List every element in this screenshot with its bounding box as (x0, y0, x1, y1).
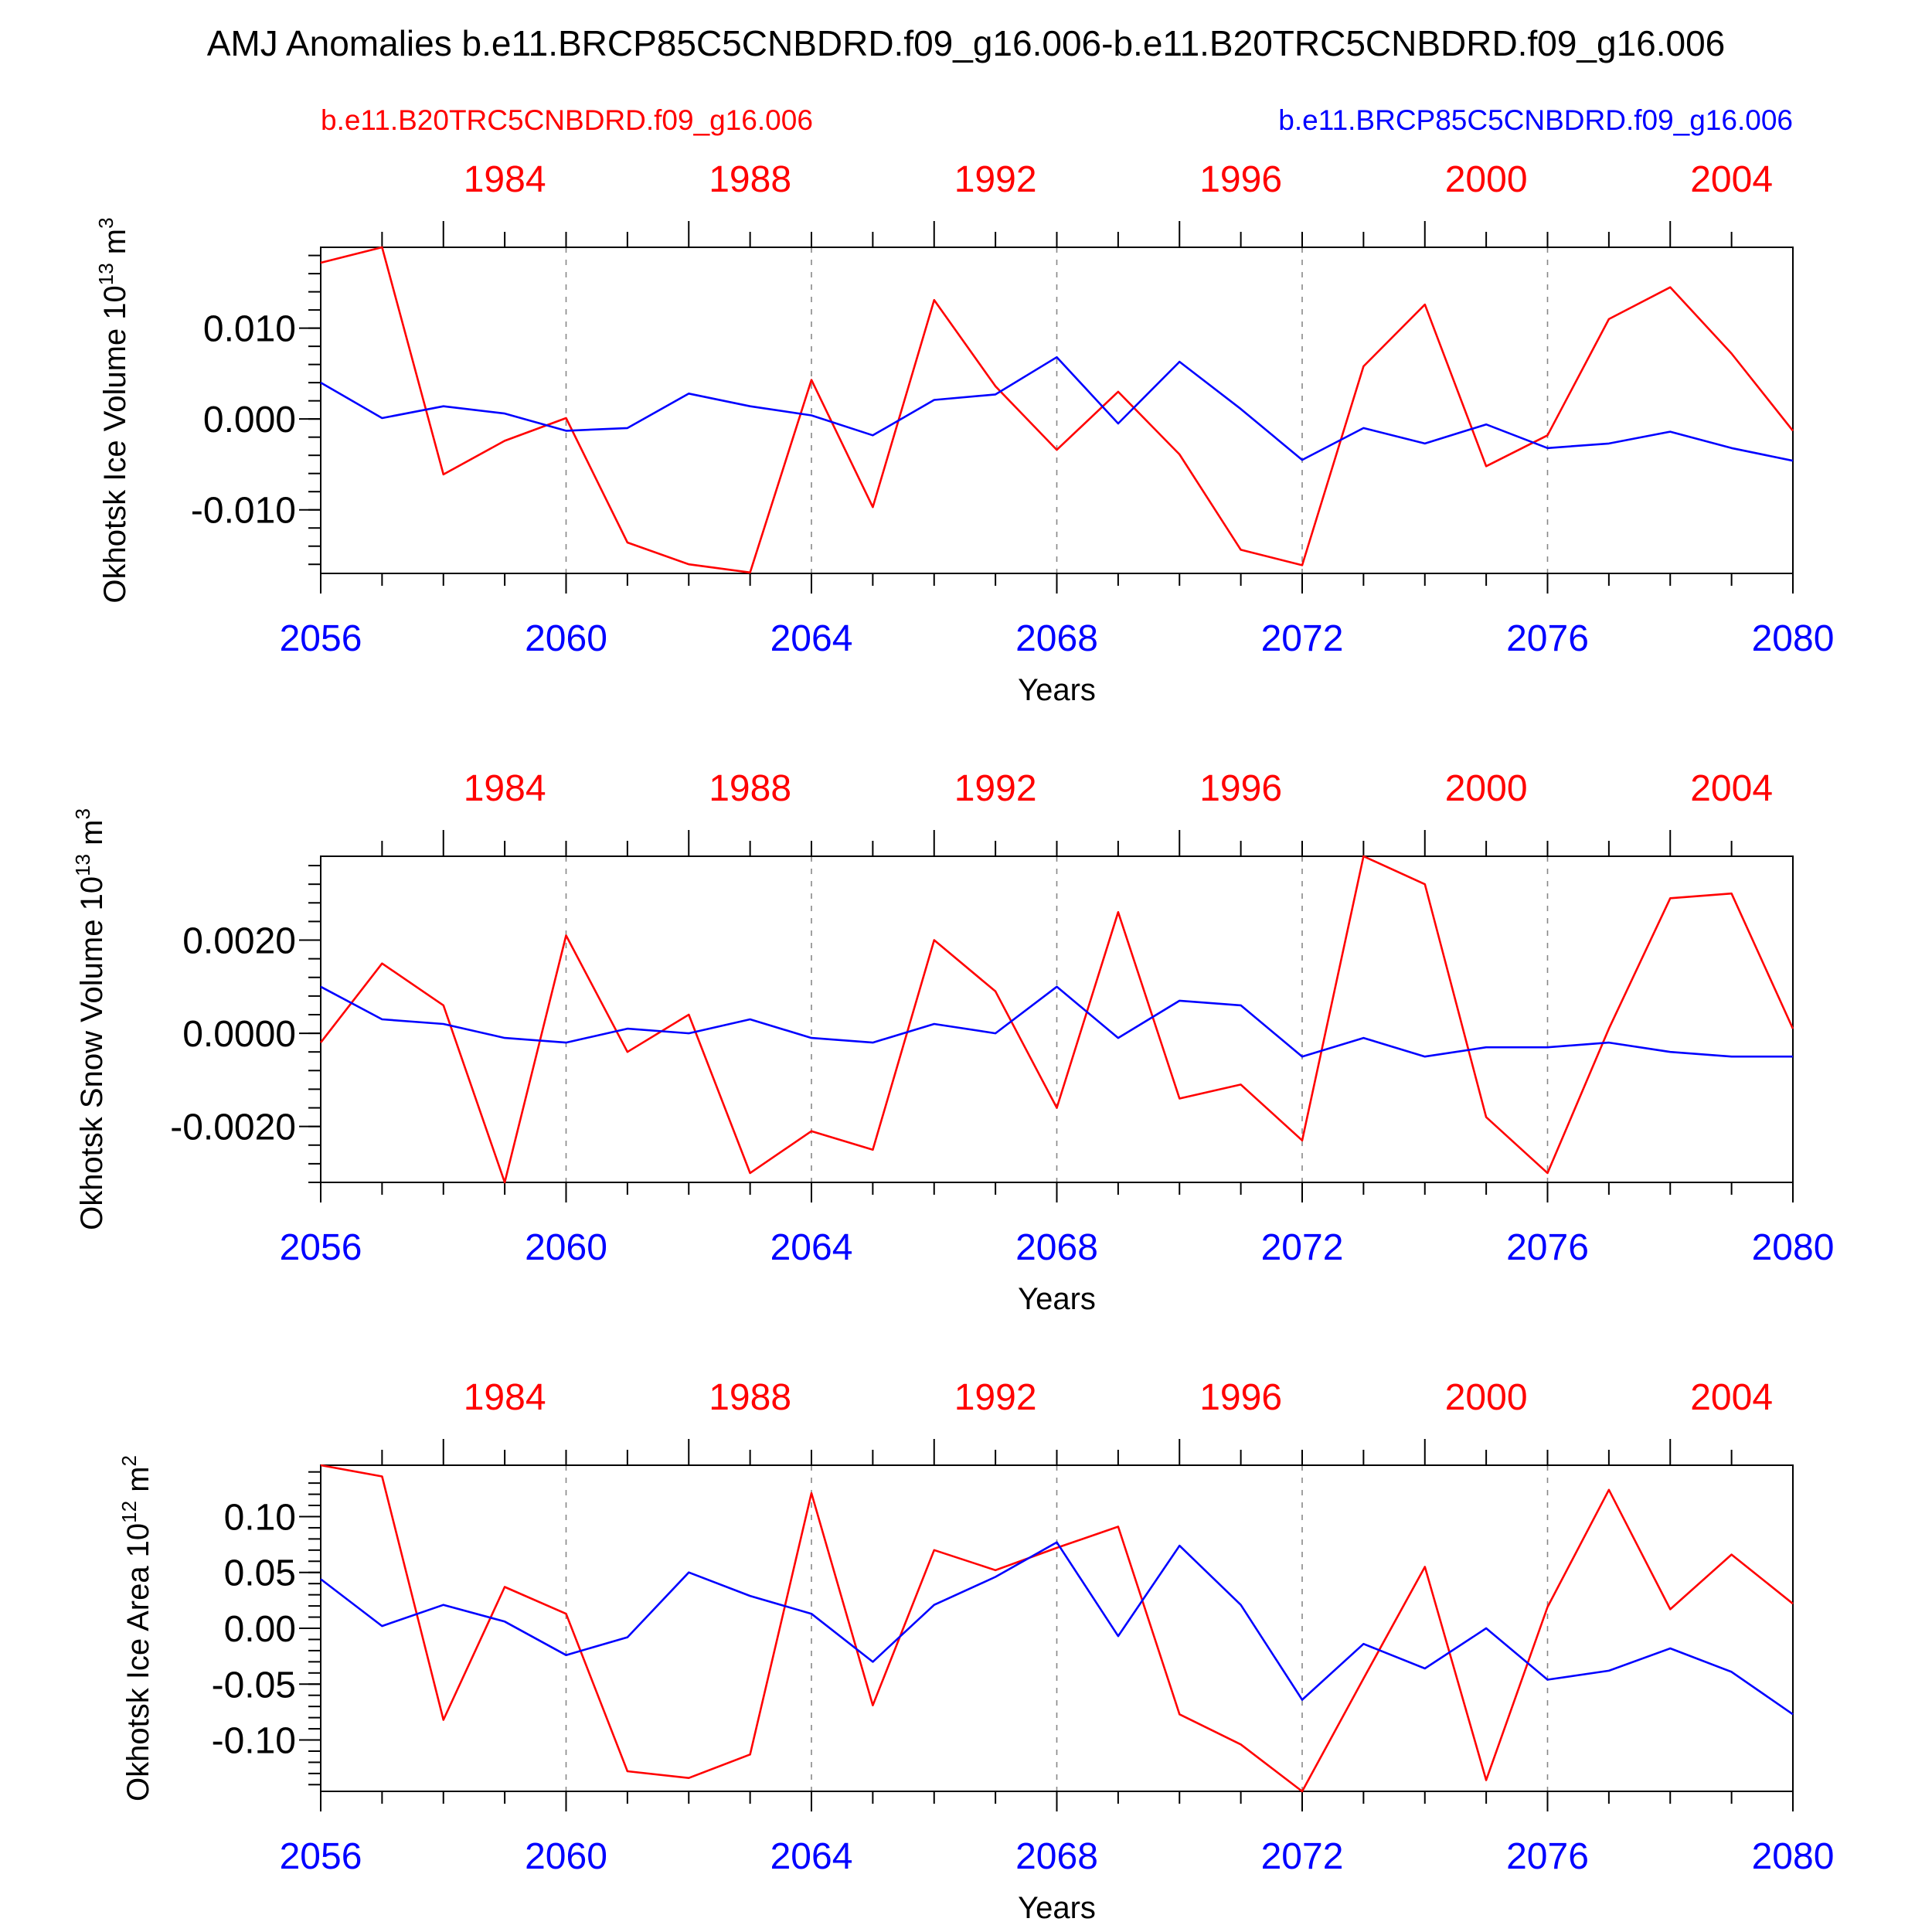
y-axis-label: Okhotsk Snow Volume 1013 m3 (71, 808, 109, 1230)
top-x-tick-label: 2000 (1445, 159, 1528, 200)
y-tick-label: 0.10 (224, 1497, 296, 1538)
bottom-x-tick-label: 2060 (525, 618, 607, 659)
bottom-x-tick-label: 2076 (1506, 1836, 1589, 1877)
y-tick-label: -0.0020 (170, 1107, 296, 1148)
top-x-tick-label: 1988 (709, 768, 791, 809)
y-axis-label-unit-exponent: 3 (94, 217, 117, 228)
top-x-tick-label: 2000 (1445, 768, 1528, 809)
y-tick-label: 0.0000 (182, 1014, 296, 1055)
bottom-x-tick-label: 2068 (1015, 1227, 1098, 1268)
y-axis-label-unit-exponent: 3 (71, 808, 94, 819)
bottom-x-tick-label: 2064 (770, 618, 853, 659)
y-axis-label-exponent: 13 (71, 854, 94, 876)
y-axis-label-exponent: 12 (117, 1501, 141, 1523)
bottom-x-tick-label: 2060 (525, 1836, 607, 1877)
bottom-x-tick-label: 2080 (1752, 618, 1835, 659)
bottom-x-tick-label: 2060 (525, 1227, 607, 1268)
panel-2: 2056 2060 2064 2068 2072 2076 2080 1984 1988 1992… (71, 768, 1834, 1316)
bottom-x-tick-label: 2064 (770, 1227, 853, 1268)
y-axis-label-unit-exponent: 2 (117, 1455, 141, 1466)
series-future-line (320, 1541, 1794, 1716)
bottom-x-tick-label: 2056 (280, 1836, 362, 1877)
top-x-tick-label: 1988 (709, 159, 791, 200)
top-x-tick-label: 1996 (1199, 768, 1282, 809)
y-tick-label: 0.00 (224, 1609, 296, 1650)
y-tick-label: 0.010 (203, 309, 296, 350)
y-axis-label: Okhotsk Ice Volume 1013 m3 (94, 217, 132, 603)
x-axis-label: Years (1018, 1891, 1096, 1925)
top-x-tick-label: 1984 (464, 159, 546, 200)
top-x-tick-label: 1984 (464, 1377, 546, 1418)
y-axis-label: Okhotsk Ice Area 1012 m2 (117, 1455, 155, 1801)
y-axis-label-text: Okhotsk Ice Volume 10 (98, 285, 132, 603)
bottom-x-tick-label: 2056 (280, 618, 362, 659)
top-x-tick-label: 1992 (954, 768, 1037, 809)
series-historical-line (319, 855, 1794, 1184)
y-tick-label: -0.10 (212, 1721, 296, 1762)
top-x-tick-label: 2004 (1690, 768, 1773, 809)
top-x-tick-label: 1992 (954, 1377, 1037, 1418)
legend-historical-run: b.e11.B20TRC5CNBDRD.f09_g16.006 (321, 104, 813, 136)
y-tick-label: 0.05 (224, 1553, 296, 1594)
bottom-x-tick-label: 2080 (1752, 1227, 1835, 1268)
top-x-tick-label: 1996 (1199, 159, 1282, 200)
bottom-x-tick-label: 2068 (1015, 618, 1098, 659)
series-future-line (320, 985, 1793, 1058)
bottom-x-tick-label: 2072 (1261, 1836, 1344, 1877)
legend-future-run: b.e11.BRCP85C5CNBDRD.f09_g16.006 (1278, 104, 1793, 136)
bottom-x-tick-label: 2056 (280, 1227, 362, 1268)
y-axis-label-exponent: 13 (94, 263, 117, 285)
top-x-tick-label: 1992 (954, 159, 1037, 200)
bottom-x-tick-label: 2076 (1506, 618, 1589, 659)
x-axis-label: Years (1018, 673, 1096, 707)
figure-title: AMJ Anomalies b.e11.BRCP85C5CNBDRD.f09_g… (207, 23, 1726, 63)
series-historical-line (320, 246, 1794, 574)
y-axis-label-unit: m (98, 229, 132, 263)
x-axis-label: Years (1018, 1282, 1096, 1316)
y-axis-label-text: Okhotsk Snow Volume 10 (75, 876, 109, 1230)
y-axis-label-unit: m (75, 820, 109, 854)
bottom-x-tick-label: 2072 (1261, 618, 1344, 659)
y-tick-label: -0.010 (191, 491, 296, 532)
panel-3: 2056 2060 2064 2068 2072 2076 2080 1984 1988 1992… (117, 1377, 1834, 1925)
series-future-line (320, 355, 1794, 462)
series-historical-line (320, 1464, 1794, 1793)
panels: 2056 2060 2064 2068 2072 2076 2080 1984 1988 1992… (71, 159, 1834, 1925)
bottom-x-tick-label: 2064 (770, 1836, 853, 1877)
bottom-x-tick-label: 2080 (1752, 1836, 1835, 1877)
y-tick-label: -0.05 (212, 1665, 296, 1706)
bottom-x-tick-label: 2068 (1015, 1836, 1098, 1877)
bottom-x-tick-label: 2072 (1261, 1227, 1344, 1268)
y-tick-label: 0.0020 (182, 921, 296, 962)
y-tick-label: 0.000 (203, 400, 296, 440)
top-x-tick-label: 1996 (1199, 1377, 1282, 1418)
bottom-x-tick-label: 2076 (1506, 1227, 1589, 1268)
top-x-tick-label: 2000 (1445, 1377, 1528, 1418)
top-x-tick-label: 1988 (709, 1377, 791, 1418)
y-axis-label-unit: m (121, 1466, 155, 1500)
top-x-tick-label: 1984 (464, 768, 546, 809)
panel-1: 2056 2060 2064 2068 2072 2076 2080 1984 1988 1992… (94, 159, 1834, 707)
y-axis-label-text: Okhotsk Ice Area 10 (121, 1523, 155, 1801)
top-x-tick-label: 2004 (1690, 159, 1773, 200)
top-x-tick-label: 2004 (1690, 1377, 1773, 1418)
